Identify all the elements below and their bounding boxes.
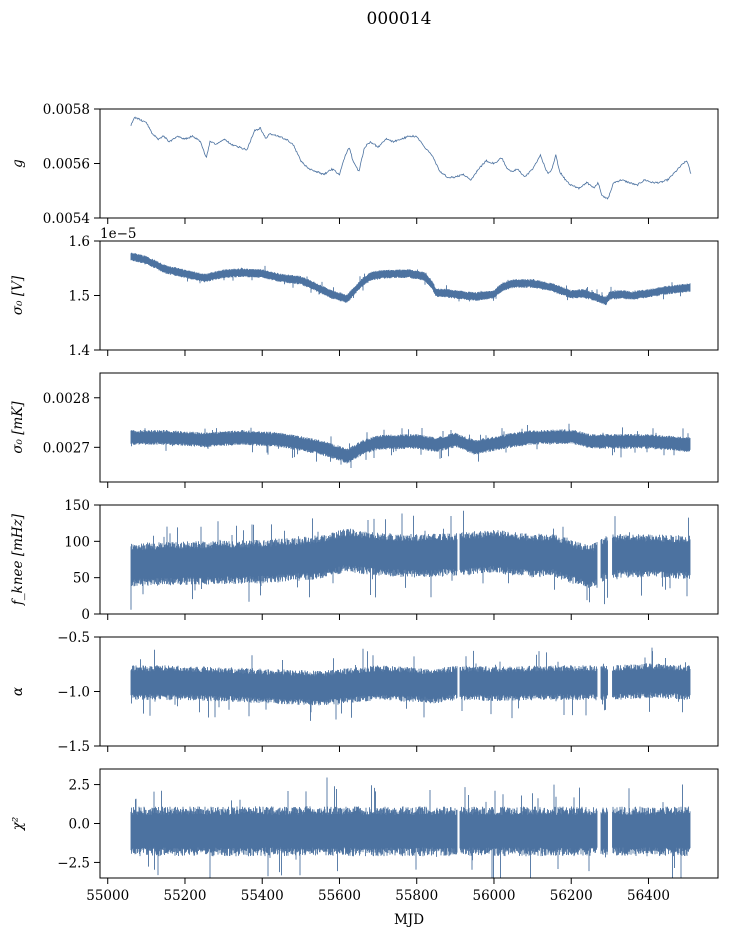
x-tick-label: 56200 <box>550 888 593 904</box>
y-axis-label: f_knee [mHz] <box>10 513 26 606</box>
x-axis-label: MJD <box>394 912 424 928</box>
series-band <box>130 423 691 468</box>
panel-frame <box>99 504 719 615</box>
series-band <box>130 252 691 306</box>
y-tick-label: 0.0058 <box>43 102 90 118</box>
x-tick-label: 55600 <box>318 888 361 904</box>
series-sigma0-mk <box>130 423 691 468</box>
panel-sigma0-volts: 1.4 1.5 1.6 σ₀ [V] <box>10 234 719 359</box>
y-tick-label: 1.4 <box>69 343 90 359</box>
y-tick-label: 0.0028 <box>43 391 90 407</box>
series-fknee <box>130 510 691 610</box>
y-tick-label: 0.0054 <box>43 211 90 227</box>
y-tick-label: 1.6 <box>69 234 90 250</box>
panel-alpha: −1.5 −1.0 −0.5 α <box>10 630 719 755</box>
x-tick-label: 55800 <box>395 888 438 904</box>
y-tick-label: 2.5 <box>69 778 90 794</box>
x-tick-label: 55000 <box>86 888 129 904</box>
y-axis-label: σ₀ [V] <box>10 275 26 315</box>
series-gain <box>130 116 692 200</box>
figure-title: 000014 <box>367 9 432 29</box>
y-tick-label: 0.0 <box>69 817 90 833</box>
y-tick-label: 150 <box>64 498 90 514</box>
y-tick-label: 0.0027 <box>43 440 90 456</box>
y-tick-label: −1.0 <box>57 685 90 701</box>
y-axis-label: α <box>10 687 26 696</box>
y-tick-label: 1.5 <box>69 289 90 305</box>
y-tick-label: 0.0056 <box>43 157 90 173</box>
series-band <box>130 777 691 878</box>
series-chi2 <box>130 777 691 878</box>
panel-frame <box>99 108 719 219</box>
x-tick-label: 56000 <box>472 888 515 904</box>
y-axis-label: χ² <box>10 817 26 832</box>
y-tick-label: 100 <box>64 534 90 550</box>
y-tick-label: 0 <box>81 607 90 623</box>
y-tick-label: −1.5 <box>57 739 90 755</box>
panel-sigma0-mk: 0.0027 0.0028 σ₀ [mK] <box>10 372 719 488</box>
panels: 0.0054 0.0056 0.0058 g 1.4 1.5 1.6 σ₀ [V] 0.0027… <box>10 102 719 904</box>
panel-gain: 0.0054 0.0056 0.0058 g <box>10 102 719 227</box>
y-tick-label: −0.5 <box>57 630 90 646</box>
x-tick-label: 56400 <box>627 888 670 904</box>
series-alpha <box>130 647 691 721</box>
x-tick-label: 55200 <box>163 888 206 904</box>
panel-chi2: −2.5 0.0 2.5 55000 55200 55400 55600 55800 56000… <box>10 768 719 904</box>
y-axis-label: g <box>10 159 26 168</box>
y-tick-label: −2.5 <box>57 855 90 871</box>
y-axis-label: σ₀ [mK] <box>10 401 26 454</box>
panel-fknee: 0 50 100 150 f_knee [mHz] <box>10 498 719 623</box>
x-tick-label: 55400 <box>241 888 284 904</box>
offset-text: 1e−5 <box>100 226 136 242</box>
series-band <box>130 510 691 610</box>
series-sigma0-volts <box>130 252 691 306</box>
panel-frame <box>99 372 719 483</box>
series-line <box>130 116 692 200</box>
y-tick-label: 50 <box>73 571 90 587</box>
series-band <box>130 647 691 721</box>
